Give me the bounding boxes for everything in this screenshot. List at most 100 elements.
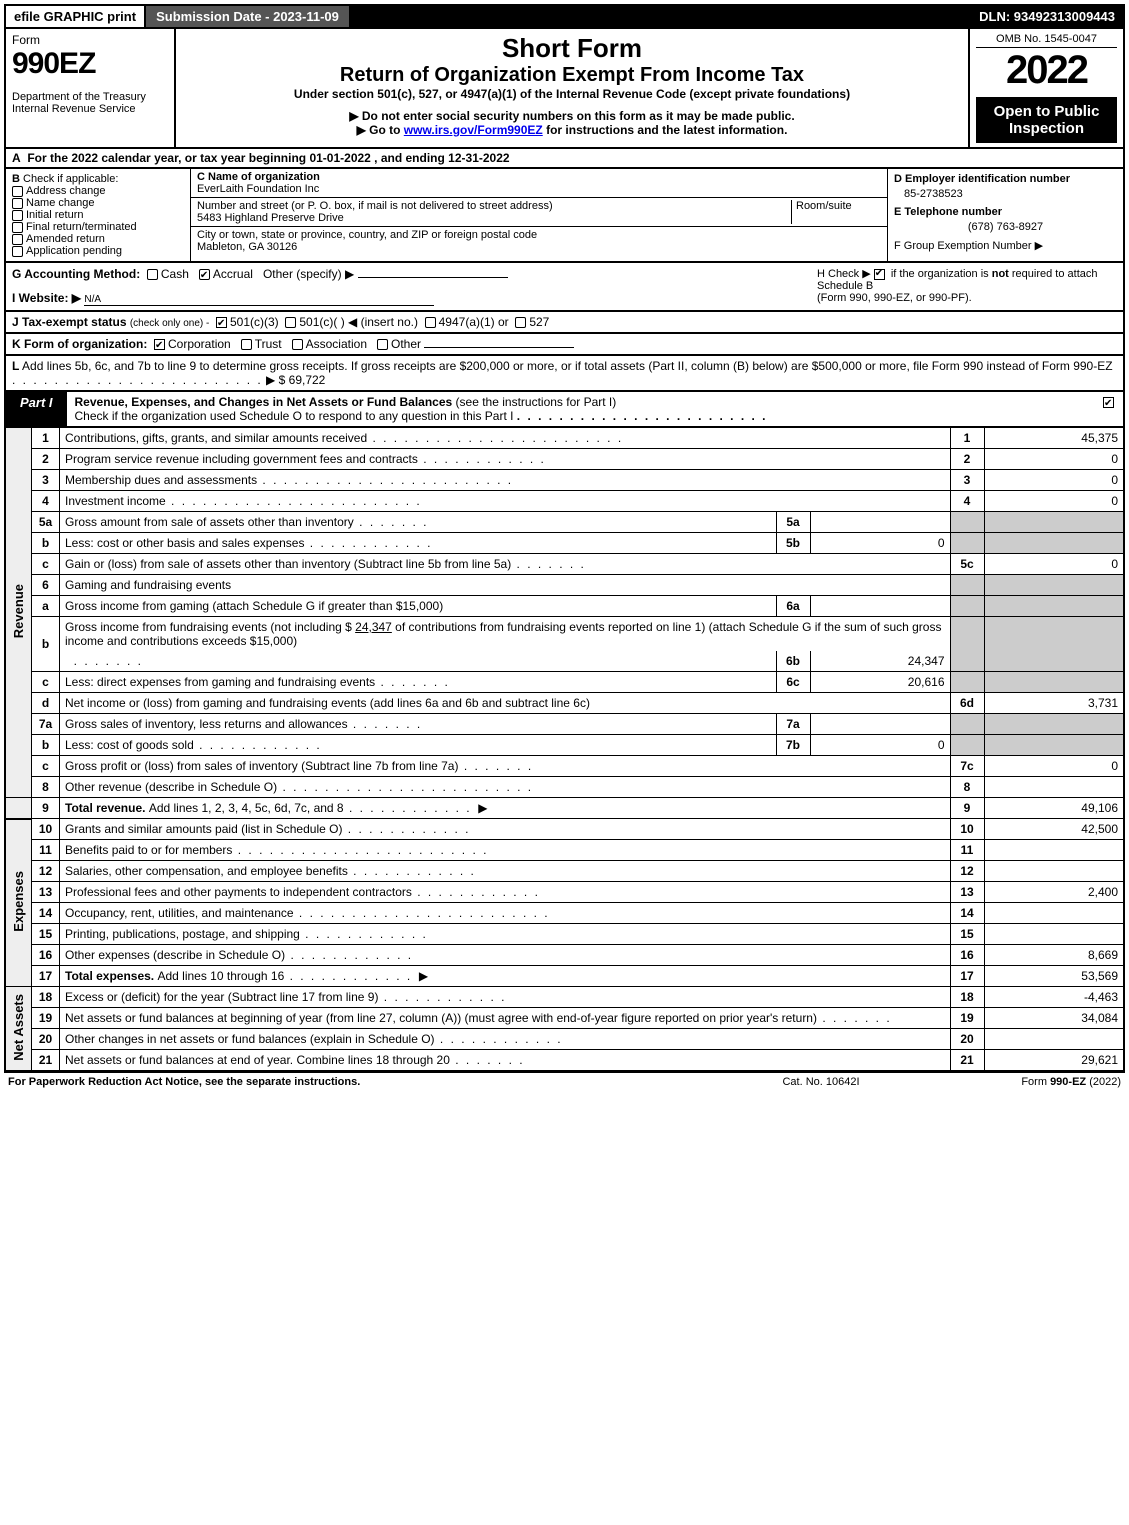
grey-cell xyxy=(950,735,984,756)
chk-4947[interactable] xyxy=(425,317,436,328)
line-desc: Less: cost or other basis and sales expe… xyxy=(65,536,432,550)
ln: 5a xyxy=(32,512,60,533)
footer-post: (2022) xyxy=(1086,1076,1121,1088)
line-9-bold: Total revenue. xyxy=(65,801,149,815)
dept-treasury: Department of the Treasury xyxy=(12,91,168,103)
grey-cell xyxy=(984,575,1124,596)
grey-cell xyxy=(984,672,1124,693)
side-netassets: Net Assets xyxy=(11,994,26,1061)
chk-h[interactable] xyxy=(874,269,885,280)
chk-amended-return[interactable] xyxy=(12,234,23,245)
tel-value: (678) 763-8927 xyxy=(894,221,1117,233)
ln: 20 xyxy=(32,1029,60,1050)
grey-cell xyxy=(950,512,984,533)
chk-accrual[interactable] xyxy=(199,269,210,280)
inner-num: 6b xyxy=(776,651,810,672)
side-blank xyxy=(5,798,32,819)
g-label: G Accounting Method: xyxy=(12,267,140,281)
chk-cash[interactable] xyxy=(147,269,158,280)
bullet-ssn: ▶ Do not enter social security numbers o… xyxy=(186,109,958,123)
line-num: 7c xyxy=(950,756,984,777)
line-val xyxy=(984,861,1124,882)
line-val: 42,500 xyxy=(984,819,1124,840)
line-num: 4 xyxy=(950,491,984,512)
line-desc: Benefits paid to or for members xyxy=(65,843,488,857)
j-o3: 4947(a)(1) or xyxy=(439,315,509,329)
line-desc: Other changes in net assets or fund bala… xyxy=(65,1032,563,1046)
inner-val xyxy=(810,512,950,533)
dln-number: DLN: 93492313009443 xyxy=(971,6,1123,27)
chk-527[interactable] xyxy=(515,317,526,328)
line-num: 5c xyxy=(950,554,984,575)
line-desc: Less: cost of goods sold xyxy=(65,738,322,752)
line-6b-desc: Gross income from fundraising events (no… xyxy=(60,617,951,652)
ln: 9 xyxy=(32,798,60,819)
lines-table: Revenue 1 Contributions, gifts, grants, … xyxy=(4,428,1125,1072)
form-word: Form xyxy=(12,33,168,47)
k-o3: Association xyxy=(306,337,367,351)
chk-other-org[interactable] xyxy=(377,339,388,350)
inner-val: 0 xyxy=(810,533,950,554)
chk-address-change[interactable] xyxy=(12,186,23,197)
line-val xyxy=(984,903,1124,924)
letter-a: A xyxy=(12,151,21,165)
line-num: 3 xyxy=(950,470,984,491)
chk-corp[interactable] xyxy=(154,339,165,350)
info-block: B Check if applicable: Address change Na… xyxy=(4,169,1125,263)
ln: b xyxy=(32,735,60,756)
chk-assoc[interactable] xyxy=(292,339,303,350)
line-desc: Printing, publications, postage, and shi… xyxy=(65,927,428,941)
k-other-field[interactable] xyxy=(424,347,574,348)
ln: 10 xyxy=(32,819,60,840)
section-a: A For the 2022 calendar year, or tax yea… xyxy=(4,149,1125,169)
ein-value: 85-2738523 xyxy=(904,188,1117,200)
part-i-tab: Part I xyxy=(6,392,67,426)
ein-lbl: D Employer identification number xyxy=(894,173,1070,185)
ln: 14 xyxy=(32,903,60,924)
filler xyxy=(65,654,143,668)
chk-501c[interactable] xyxy=(285,317,296,328)
line-desc: Less: direct expenses from gaming and fu… xyxy=(65,675,450,689)
line-num: 20 xyxy=(950,1029,984,1050)
website-value: N/A xyxy=(84,294,101,305)
b-item: Address change xyxy=(26,185,106,197)
ln: b xyxy=(32,533,60,554)
chk-schedule-o[interactable] xyxy=(1103,397,1114,408)
city-lbl: City or town, state or province, country… xyxy=(197,229,537,241)
c-name-lbl: C Name of organization xyxy=(197,171,320,183)
line-desc: Excess or (deficit) for the year (Subtra… xyxy=(65,990,506,1004)
line-val: 3,731 xyxy=(984,693,1124,714)
b-item: Initial return xyxy=(26,209,83,221)
chk-application-pending[interactable] xyxy=(12,246,23,257)
ln: 15 xyxy=(32,924,60,945)
g-other-field[interactable] xyxy=(358,277,508,278)
chk-final-return[interactable] xyxy=(12,222,23,233)
h-text2: if the organization is xyxy=(891,268,992,280)
section-b: B Check if applicable: Address change Na… xyxy=(6,169,191,261)
grey-cell xyxy=(984,735,1124,756)
line-val: 0 xyxy=(984,470,1124,491)
ln: c xyxy=(32,756,60,777)
b-title: Check if applicable: xyxy=(23,173,118,185)
line-desc: Net assets or fund balances at beginning… xyxy=(65,1011,892,1025)
line-num: 16 xyxy=(950,945,984,966)
chk-name-change[interactable] xyxy=(12,198,23,209)
ln: 21 xyxy=(32,1050,60,1072)
tel-lbl: E Telephone number xyxy=(894,206,1002,218)
efile-print-label[interactable]: efile GRAPHIC print xyxy=(6,6,144,27)
inner-num: 6c xyxy=(776,672,810,693)
chk-501c3[interactable] xyxy=(216,317,227,328)
line-desc: Membership dues and assessments xyxy=(65,473,513,487)
irs-link[interactable]: www.irs.gov/Form990EZ xyxy=(404,123,543,137)
chk-trust[interactable] xyxy=(241,339,252,350)
grey-cell xyxy=(984,596,1124,617)
b-item: Amended return xyxy=(26,233,105,245)
inner-num: 7b xyxy=(776,735,810,756)
ln: a xyxy=(32,596,60,617)
section-gh: G Accounting Method: Cash Accrual Other … xyxy=(4,263,1125,312)
l-dots xyxy=(12,373,263,387)
inner-val xyxy=(810,714,950,735)
chk-initial-return[interactable] xyxy=(12,210,23,221)
line-num: 17 xyxy=(950,966,984,987)
section-j: J Tax-exempt status (check only one) - 5… xyxy=(4,312,1125,334)
